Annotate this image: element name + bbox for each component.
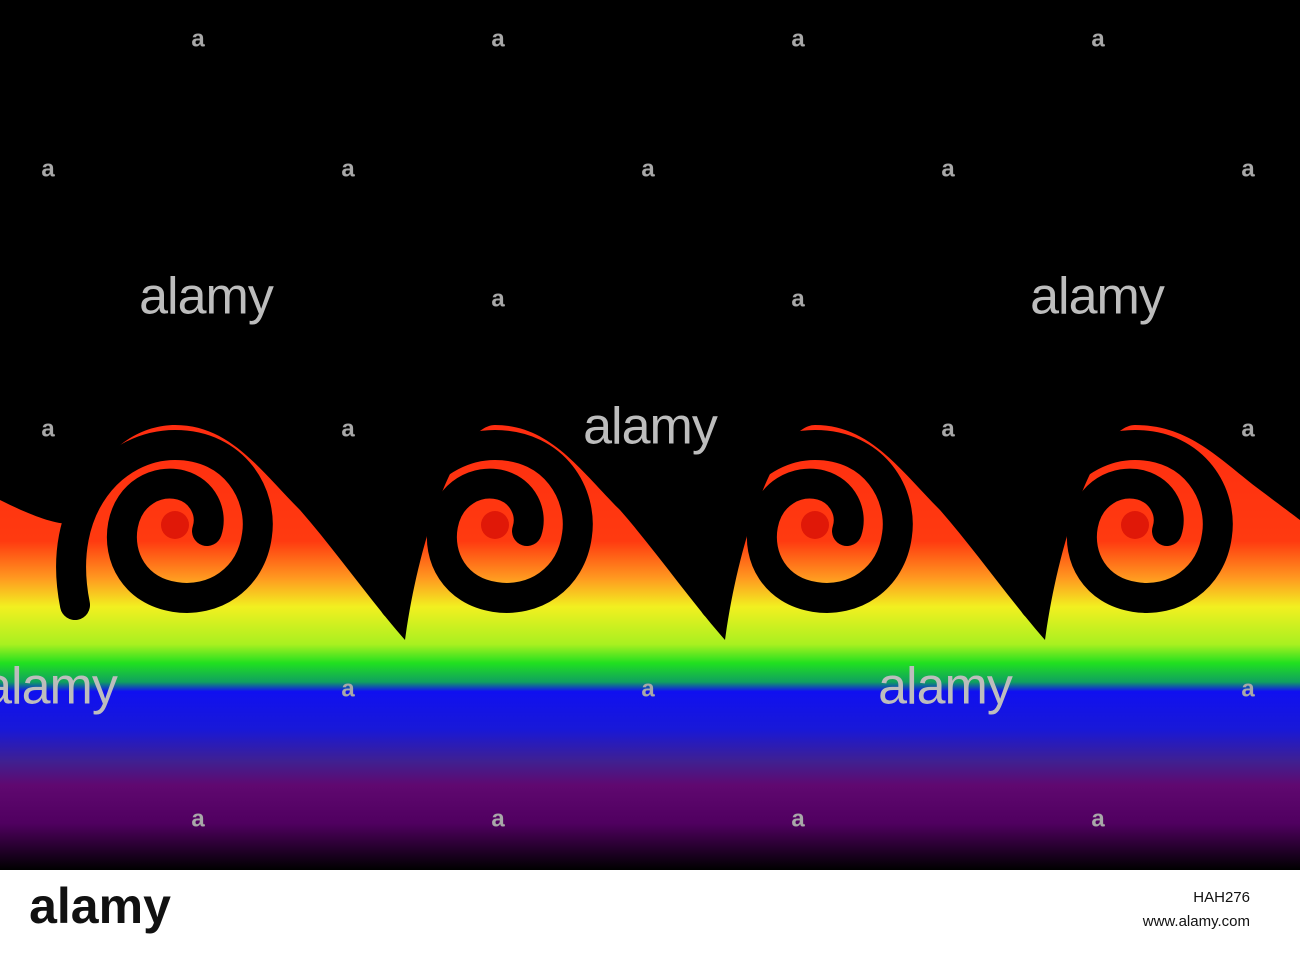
- watermark-logo: alamy: [0, 658, 118, 716]
- watermark-mark: a: [641, 155, 655, 182]
- watermark-mark: a: [341, 675, 355, 702]
- watermark-logo: alamy: [139, 268, 274, 326]
- wave-body: [0, 425, 1300, 870]
- watermark-mark: a: [491, 25, 505, 52]
- watermark-logo: alamy: [878, 658, 1013, 716]
- watermark-mark: a: [341, 415, 355, 442]
- watermark-mark: a: [1241, 675, 1255, 702]
- watermark-mark: a: [641, 675, 655, 702]
- watermark-logo: alamy: [1030, 268, 1165, 326]
- footer-logo: alamy: [29, 878, 171, 934]
- watermark-mark: a: [491, 805, 505, 832]
- watermark-mark: a: [941, 155, 955, 182]
- watermark-logo: alamy: [583, 398, 718, 456]
- watermark-mark: a: [191, 25, 205, 52]
- watermark-mark: a: [1241, 155, 1255, 182]
- watermark-mark: a: [941, 415, 955, 442]
- watermark-mark: a: [791, 805, 805, 832]
- watermark-mark: a: [1091, 25, 1105, 52]
- watermark-mark: a: [491, 285, 505, 312]
- watermark-mark: a: [41, 155, 55, 182]
- site-url: www.alamy.com: [1142, 913, 1250, 930]
- watermarks: a a a a a a a a a a a a a a a a a a a a a a alamy alamy alamy ala…: [0, 25, 1255, 832]
- watermark-mark: a: [791, 285, 805, 312]
- watermark-mark: a: [41, 415, 55, 442]
- watermark-mark: a: [341, 155, 355, 182]
- watermark-mark: a: [791, 25, 805, 52]
- image-id: HAH276: [1193, 889, 1250, 906]
- watermark-mark: a: [191, 805, 205, 832]
- footer-strip: [0, 870, 1300, 956]
- watermark-mark: a: [1241, 415, 1255, 442]
- watermark-mark: a: [1091, 805, 1105, 832]
